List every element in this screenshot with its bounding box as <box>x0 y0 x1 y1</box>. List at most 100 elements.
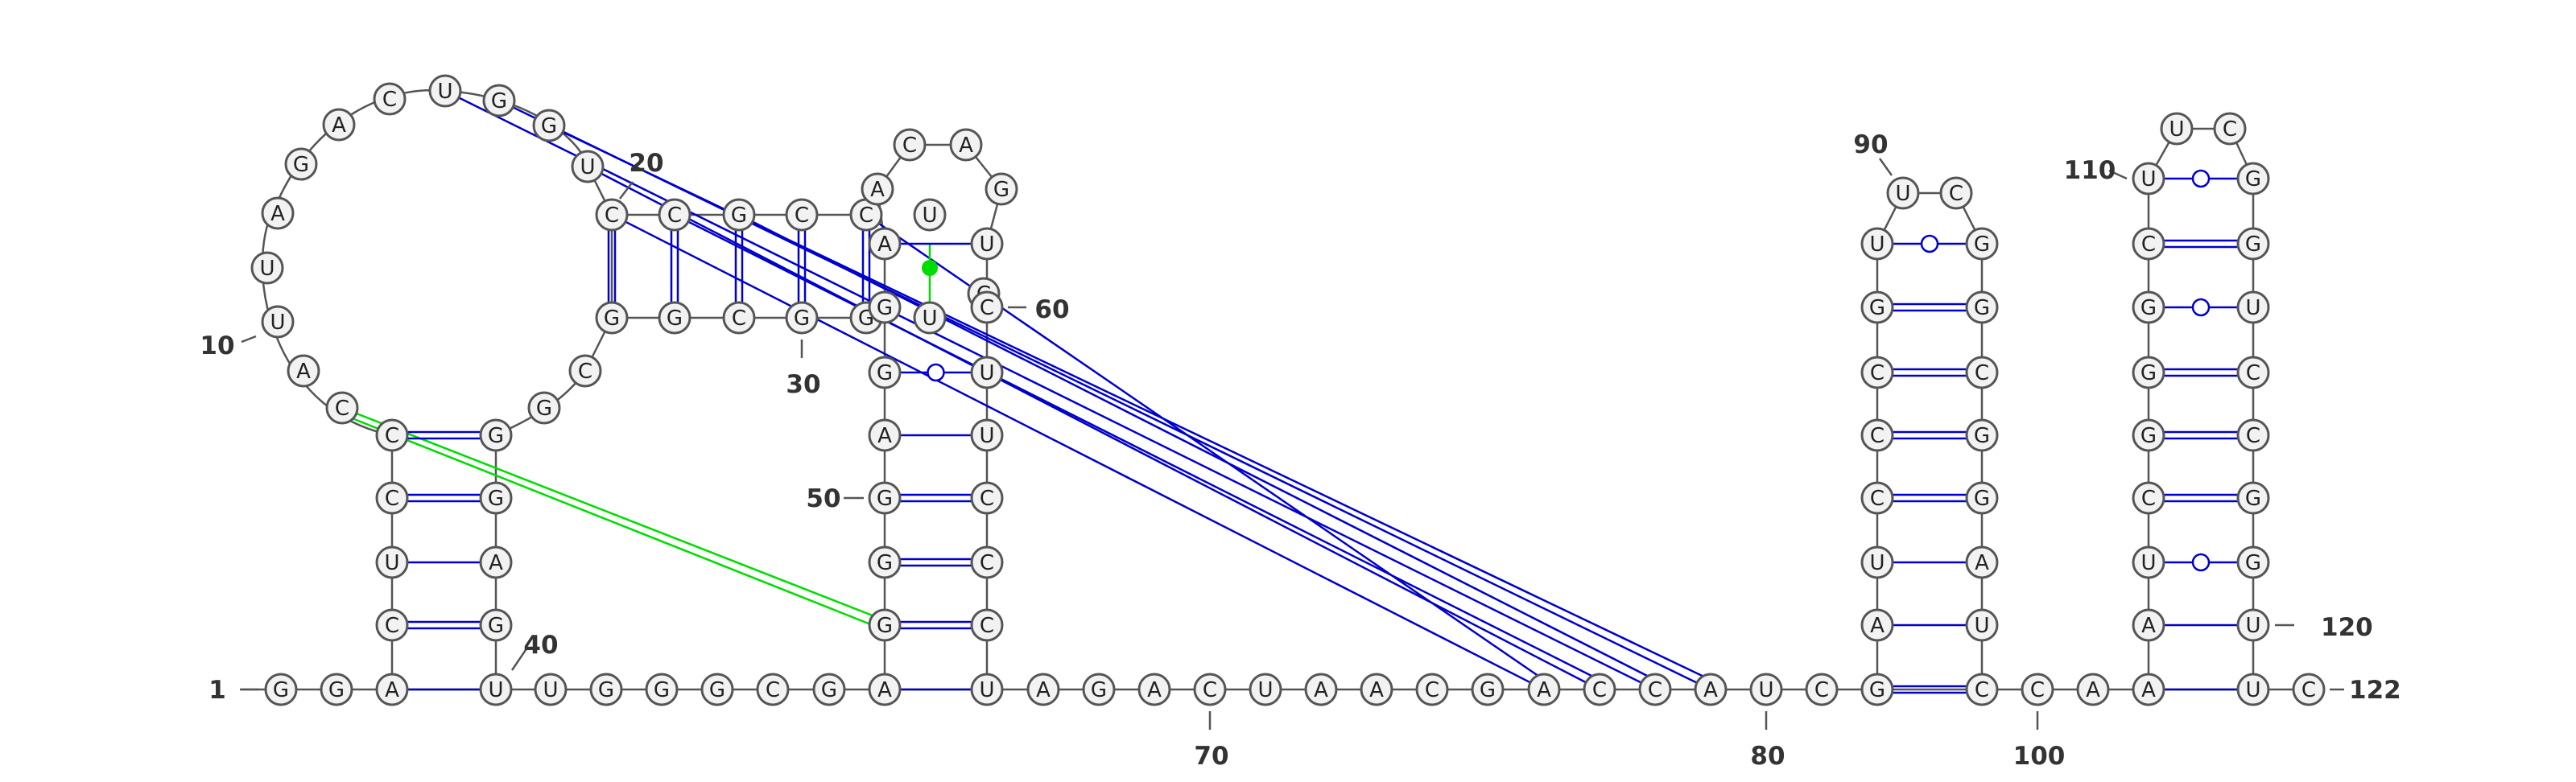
nucleotide-circle <box>571 150 605 183</box>
nucleotide-letter: A <box>1147 678 1162 702</box>
nucleotide: A <box>375 673 409 706</box>
nucleotide: G <box>1082 673 1116 706</box>
nucleotide-letter: A <box>877 233 892 257</box>
tick-20 <box>619 181 634 200</box>
nucleotide-letter: C <box>2030 678 2045 702</box>
nucleotide-letter: C <box>1870 424 1885 448</box>
nucleotide: G <box>868 290 902 324</box>
nucleotide-circle <box>1805 673 1839 706</box>
nucleotide: C <box>375 608 409 642</box>
nucleotide-letter: C <box>1870 487 1885 511</box>
nucleotide-letter: U <box>1869 551 1885 575</box>
nucleotide: A <box>479 545 513 579</box>
nucleotide: U <box>534 673 568 706</box>
position-label: 10 <box>200 331 234 360</box>
nucleotide-letter: U <box>1257 678 1273 702</box>
nucleotide-circle <box>261 305 295 339</box>
nucleotide: U <box>970 227 1004 261</box>
nucleotide-letter: C <box>335 397 349 421</box>
nucleotide-circle <box>861 172 894 206</box>
nucleotide-circle <box>1471 673 1505 706</box>
nucleotide: G <box>868 545 902 579</box>
nucleotide: U <box>428 74 462 108</box>
nucleotide: C <box>785 198 819 232</box>
tick-10 <box>241 335 257 344</box>
nucleotide: G <box>482 84 516 117</box>
nucleotide-letter: G <box>1480 678 1496 702</box>
nucleotide-letter: U <box>270 311 285 335</box>
nucleotide: G <box>2132 356 2165 389</box>
nucleotide-circle <box>985 172 1018 206</box>
nucleotide-letter: G <box>794 307 810 331</box>
nucleotide-letter: U <box>384 551 399 575</box>
nucleotide: C <box>595 198 629 232</box>
nucleotide-circle <box>1026 673 1060 706</box>
nucleotide-letter: C <box>2301 678 2316 702</box>
nucleotide-circle <box>375 608 409 642</box>
nucleotide: G <box>1471 673 1505 706</box>
nucleotide: C <box>1965 673 1999 706</box>
nucleotide-circle <box>534 673 568 706</box>
nucleotide-letter: U <box>1758 678 1773 702</box>
nucleotide-letter: U <box>1895 182 1910 206</box>
nucleotide: A <box>868 227 902 261</box>
nucleotide-circle <box>1965 481 1999 515</box>
nucleotide-letter: G <box>1974 487 1990 511</box>
nucleotide: U <box>913 301 947 335</box>
base-pair-layer <box>341 89 1711 691</box>
nucleotide-circle <box>479 418 513 452</box>
nucleotide-circle <box>970 673 1004 706</box>
nucleotide-circle <box>2076 673 2110 706</box>
nucleotide-letter: C <box>1975 361 1989 385</box>
nucleotide-letter: A <box>2141 678 2156 702</box>
nucleotide: U <box>2132 162 2165 196</box>
nucleotide: A <box>287 354 320 388</box>
nucleotide-circle <box>320 673 353 706</box>
nucleotide-letter: G <box>1974 233 1990 257</box>
nucleotide-circle <box>970 481 1004 515</box>
nucleotide-letter: U <box>259 257 275 281</box>
nucleotide: C <box>1860 481 1894 515</box>
nucleotide: A <box>1026 673 1060 706</box>
nucleotide-circle <box>1583 673 1616 706</box>
nucleotide-letter: C <box>902 134 917 158</box>
nucleotide-circle <box>479 673 513 706</box>
nucleotide: G <box>700 673 734 706</box>
tick-110 <box>2108 169 2128 180</box>
nucleotide-circle <box>970 227 1004 261</box>
position-ticks <box>240 158 2344 730</box>
nucleotide-letter: G <box>488 424 504 448</box>
nucleotide: C <box>970 481 1004 515</box>
nucleotide-circle <box>1860 481 1894 515</box>
long-range-pair <box>444 89 1656 691</box>
position-label: 40 <box>523 631 558 660</box>
nucleotide-letter: A <box>2086 678 2100 702</box>
nucleotide: C <box>373 82 407 116</box>
nucleotide-letter: A <box>296 360 311 384</box>
nucleotide-letter: U <box>979 424 994 448</box>
nucleotide-letter: A <box>332 113 346 138</box>
nucleotide-circle <box>868 608 902 642</box>
nucleotide-letter: A <box>1314 678 1328 702</box>
nucleotide: G <box>868 608 902 642</box>
nucleotide: C <box>893 128 927 162</box>
nucleotide-letter: C <box>385 424 399 448</box>
nucleotide-circle <box>375 545 409 579</box>
nucleotide-letter: A <box>1036 678 1051 702</box>
nucleotide: C <box>2292 673 2326 706</box>
nucleotide: C <box>2213 112 2247 146</box>
nucleotide-circle <box>1860 418 1894 452</box>
nucleotide: G <box>1965 418 1999 452</box>
nucleotide-circle <box>325 391 359 425</box>
position-label: 100 <box>2013 742 2066 771</box>
nucleotide: C <box>2236 356 2270 389</box>
nucleotide-letter: C <box>980 614 994 638</box>
nucleotide-circle <box>2132 356 2165 389</box>
nucleotide-circle <box>2132 673 2165 706</box>
nucleotide-letter: A <box>1703 678 1718 702</box>
nucleotide-letter: C <box>980 551 994 575</box>
nucleotide: A <box>1527 673 1561 706</box>
nucleotide-circle <box>373 82 407 116</box>
nucleotide: G <box>479 481 513 515</box>
